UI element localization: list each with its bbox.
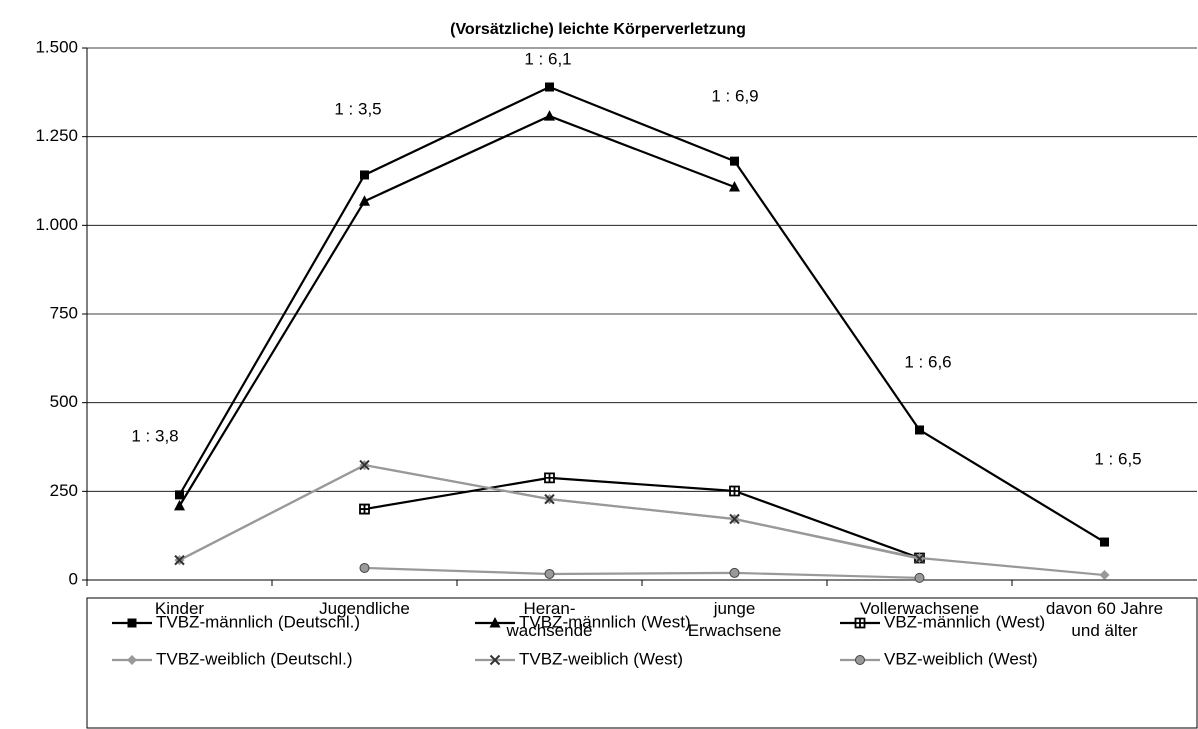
series-line bbox=[178, 463, 1105, 577]
y-tick-label: 750 bbox=[50, 303, 78, 322]
x-tick-label: davon 60 Jahre und älter bbox=[1046, 599, 1163, 640]
series-line bbox=[364, 566, 920, 579]
annotation: 1 : 6,5 bbox=[1094, 449, 1141, 468]
marker bbox=[914, 572, 925, 583]
marker bbox=[729, 485, 740, 497]
x-tick-label: Vollerwachsene bbox=[860, 599, 979, 618]
marker bbox=[730, 156, 739, 166]
marker bbox=[544, 568, 555, 579]
marker bbox=[1099, 570, 1110, 581]
marker bbox=[360, 170, 369, 180]
legend-label: TVBZ-männlich (West) bbox=[519, 612, 691, 631]
marker bbox=[915, 425, 924, 435]
marker bbox=[544, 472, 555, 484]
marker bbox=[359, 562, 370, 573]
marker bbox=[729, 567, 740, 578]
marker bbox=[359, 503, 370, 515]
marker bbox=[489, 617, 501, 628]
annotation: 1 : 3,8 bbox=[131, 426, 178, 445]
legend-label: TVBZ-weiblich (West) bbox=[519, 649, 683, 668]
marker bbox=[359, 459, 370, 471]
marker bbox=[854, 617, 866, 629]
legend-label: VBZ-weiblich (West) bbox=[884, 649, 1038, 668]
y-tick-label: 500 bbox=[50, 392, 78, 411]
x-tick-label: Jugendliche bbox=[319, 599, 410, 618]
x-tick-label: junge Erwachsene bbox=[688, 599, 782, 640]
y-tick-label: 250 bbox=[50, 481, 78, 500]
marker bbox=[174, 554, 185, 566]
marker bbox=[127, 655, 137, 665]
legend-label: TVBZ-weiblich (Deutschl.) bbox=[156, 649, 353, 668]
series-line bbox=[178, 114, 735, 507]
marker bbox=[855, 655, 865, 665]
y-tick-label: 1.250 bbox=[35, 126, 78, 145]
y-tick-label: 1.000 bbox=[35, 215, 78, 234]
series-line bbox=[364, 476, 920, 560]
marker bbox=[544, 110, 555, 121]
series-line bbox=[178, 85, 1106, 543]
legend-box bbox=[86, 597, 1198, 729]
annotation: 1 : 3,5 bbox=[334, 99, 381, 118]
x-tick-label: Kinder bbox=[155, 599, 204, 618]
marker bbox=[545, 82, 554, 92]
x-tick-label: Heran-wachsende bbox=[505, 599, 592, 640]
legend-label: VBZ-männlich (West) bbox=[884, 612, 1045, 631]
annotation: 1 : 6,1 bbox=[524, 49, 571, 68]
marker bbox=[1100, 537, 1109, 547]
annotation: 1 : 6,6 bbox=[904, 352, 951, 371]
marker bbox=[729, 513, 740, 525]
marker bbox=[127, 618, 137, 628]
marker bbox=[174, 499, 185, 511]
marker bbox=[359, 195, 370, 206]
annotation: 1 : 6,9 bbox=[711, 86, 758, 105]
marker bbox=[489, 654, 501, 666]
legend-label: TVBZ-männlich (Deutschl.) bbox=[156, 612, 360, 631]
marker bbox=[175, 490, 184, 500]
marker bbox=[914, 553, 925, 564]
y-tick-label: 0 bbox=[69, 569, 78, 588]
marker bbox=[544, 493, 555, 505]
y-tick-label: 1.500 bbox=[35, 37, 78, 56]
marker bbox=[729, 181, 740, 192]
chart-title: (Vorsätzliche) leichte Körperverletzung bbox=[450, 21, 746, 38]
